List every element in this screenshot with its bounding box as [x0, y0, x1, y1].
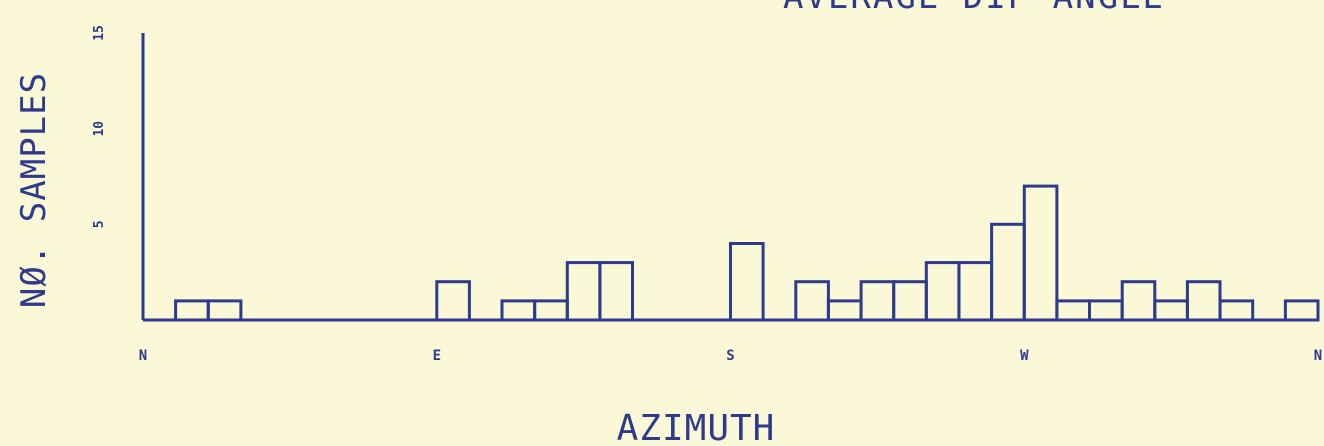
- histogram-bar-210: [826, 299, 863, 322]
- histogram-bar-20: [206, 299, 243, 322]
- histogram-bar-220: [859, 280, 896, 322]
- histogram-bar-240: [924, 261, 961, 322]
- axes-group: [141, 33, 1318, 322]
- bars-group: [174, 184, 1320, 322]
- histogram-bar-140: [598, 261, 635, 322]
- histogram-bar-330: [1218, 299, 1255, 322]
- x-tick-label-n-0: N: [139, 348, 147, 364]
- y-axis-label: NØ. SAMPLES: [14, 72, 54, 308]
- x-tick-label-e-1: E: [433, 348, 441, 364]
- histogram-bar-300: [1120, 280, 1157, 322]
- histogram-bar-200: [794, 280, 830, 322]
- histogram-bar-10: [174, 299, 210, 322]
- histogram-bar-310: [1153, 299, 1189, 322]
- y-tick-label-5: 5: [92, 220, 107, 228]
- histogram-bar-90: [435, 280, 471, 322]
- histogram-bar-260: [990, 222, 1026, 322]
- histogram-bar-250: [957, 261, 994, 322]
- histogram-bar-180: [729, 242, 765, 322]
- chart-title: AVERAGE DIP ANGLE: [783, 0, 1165, 17]
- histogram-bar-290: [1088, 299, 1124, 322]
- histogram-bar-280: [1055, 299, 1092, 322]
- histogram-bar-230: [892, 280, 928, 322]
- x-tick-label-w-3: W: [1020, 348, 1029, 364]
- x-tick-label-n-4: N: [1314, 348, 1322, 364]
- histogram-bar-350: [1283, 299, 1320, 322]
- y-tick-label-10: 10: [92, 121, 107, 137]
- histogram-bar-270: [1022, 184, 1059, 322]
- histogram-bar-320: [1185, 280, 1222, 322]
- x-axis-label: AZIMUTH: [617, 408, 776, 446]
- y-ticks-group: 5 10 15: [92, 25, 107, 228]
- y-tick-label-15: 15: [92, 25, 107, 41]
- histogram-bar-130: [565, 261, 602, 322]
- histogram-bar-120: [533, 299, 569, 322]
- histogram-bar-110: [500, 299, 537, 322]
- x-tick-label-s-2: S: [726, 348, 734, 364]
